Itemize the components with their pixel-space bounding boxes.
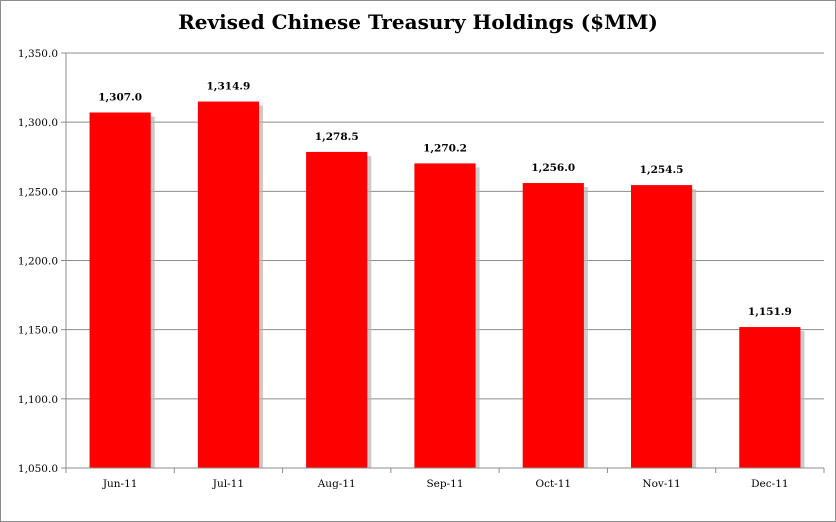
bars	[89, 101, 801, 469]
x-tick-label: Nov-11	[642, 478, 680, 490]
x-tick-label: Jun-11	[102, 478, 138, 490]
bar	[739, 327, 801, 468]
y-tick-labels: 1,050.0 1,100.0 1,150.0 1,200.0 1,250.0 1,300…	[18, 48, 58, 475]
data-label: 1,307.0	[98, 91, 142, 103]
bar	[89, 112, 151, 468]
x-tick-label: Sep-11	[426, 478, 463, 490]
x-tick-labels: Jun-11 Jul-11 Aug-11 Sep-11 Oct-11 Nov-11 Dec-…	[102, 478, 789, 490]
bar	[306, 151, 368, 469]
data-label: 1,254.5	[640, 164, 684, 176]
y-tick-label: 1,200.0	[18, 256, 58, 268]
x-tick-label: Aug-11	[317, 478, 356, 490]
data-label: 1,151.9	[748, 306, 792, 318]
data-labels: 1,307.0 1,314.9 1,278.5 1,270.2 1,256.0 1,254…	[98, 81, 792, 318]
axes	[61, 52, 825, 473]
data-label: 1,314.9	[207, 81, 251, 93]
bar	[414, 163, 476, 468]
x-tick-label: Dec-11	[751, 478, 788, 490]
bar	[630, 185, 693, 468]
chart-title: Revised Chinese Treasury Holdings ($MM)	[178, 10, 658, 34]
y-tick-label: 1,350.0	[18, 48, 58, 60]
bar	[522, 183, 584, 469]
y-tick-label: 1,100.0	[18, 394, 58, 406]
data-label: 1,270.2	[423, 142, 467, 154]
y-tick-label: 1,050.0	[18, 463, 58, 475]
y-tick-label: 1,150.0	[18, 325, 58, 337]
bar	[197, 101, 260, 469]
x-tick-label: Jul-11	[212, 478, 244, 490]
y-tick-label: 1,300.0	[18, 117, 58, 129]
x-tick-label: Oct-11	[535, 478, 571, 490]
data-label: 1,278.5	[315, 131, 359, 143]
data-label: 1,256.0	[531, 162, 575, 174]
y-tick-label: 1,250.0	[18, 186, 58, 198]
